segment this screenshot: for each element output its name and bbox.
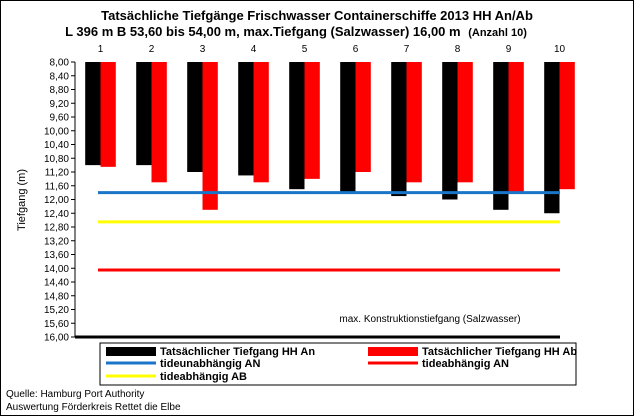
- y-tick-label: 14,40: [44, 278, 69, 289]
- y-tick-label: 12,80: [44, 223, 69, 234]
- y-tick-label: 11,20: [45, 168, 70, 179]
- bar-hh-ab: [508, 62, 524, 193]
- x-tick-label: 1: [98, 44, 104, 55]
- bar-hh-ab: [304, 62, 320, 179]
- bar-hh-ab: [406, 62, 422, 183]
- y-tick-label: 16,00: [44, 333, 69, 344]
- y-tick-label: 12,40: [44, 209, 69, 220]
- chart-subtitle-main: L 396 m B 53,60 bis 54,00 m, max.Tiefgan…: [65, 24, 461, 39]
- x-tick-label: 7: [404, 44, 410, 55]
- bar-hh-an: [544, 62, 560, 214]
- x-tick-label: 9: [506, 44, 512, 55]
- y-tick-label: 8,40: [50, 71, 70, 82]
- bar-hh-an: [85, 62, 101, 166]
- bar-hh-an: [391, 62, 407, 197]
- reference-lines: [75, 191, 560, 339]
- legend-label: Tatsächlicher Tiefgang HH Ab: [422, 346, 577, 358]
- bar-hh-an: [187, 62, 203, 172]
- y-tick-label: 10,00: [44, 126, 69, 137]
- legend-label: tideunabhängig AN: [160, 358, 260, 370]
- bar-hh-an: [442, 62, 458, 200]
- y-tick-label: 10,80: [44, 154, 69, 165]
- y-tick-label: 8,00: [50, 58, 70, 69]
- bar-hh-ab: [457, 62, 473, 183]
- annotation-max-construction-draft: max. Konstruktionstiefgang (Salzwasser): [339, 314, 520, 325]
- legend-swatch: [106, 347, 156, 356]
- bar-hh-ab: [355, 62, 371, 172]
- y-tick-label: 14,00: [44, 264, 69, 275]
- y-tick-label: 9,20: [50, 99, 70, 110]
- legend-label: tideabhängig AB: [160, 371, 247, 383]
- x-tick-label: 8: [455, 44, 461, 55]
- y-tick-label: 15,20: [44, 305, 69, 316]
- bar-hh-an: [493, 62, 509, 210]
- bar-hh-ab: [151, 62, 167, 183]
- legend-box: [99, 342, 577, 386]
- bar-hh-ab: [100, 62, 116, 167]
- y-tick-label: 12,00: [44, 195, 69, 206]
- legend-items: Tatsächlicher Tiefgang HH An Tatsächliche…: [106, 346, 577, 383]
- x-tick-label: 2: [149, 44, 155, 55]
- bar-hh-ab: [253, 62, 269, 183]
- x-tick-label: 10: [554, 44, 566, 55]
- bar-hh-ab: [202, 62, 218, 210]
- legend-swatch: [368, 347, 418, 356]
- bar-hh-ab: [559, 62, 575, 190]
- x-tick-label: 6: [353, 44, 359, 55]
- bar-hh-an: [340, 62, 356, 193]
- y-tick-label: 15,60: [44, 319, 69, 330]
- x-tick-labels: 1 2 3 4 5 6 7 8 9 10: [98, 44, 566, 55]
- chart-title: Tatsächliche Tiefgänge Frischwasser Cont…: [101, 8, 533, 23]
- analysis-note: Auswertung Förderkreis Rettet die Elbe: [6, 402, 181, 413]
- y-axis-label: Tiefgang (m): [16, 169, 28, 231]
- source-note: Quelle: Hamburg Port Authority: [6, 389, 144, 400]
- legend-label: Tatsächlicher Tiefgang HH An: [160, 346, 315, 358]
- y-tick-label: 14,80: [44, 291, 69, 302]
- x-tick-label: 4: [251, 44, 257, 55]
- y-tick-label: 9,60: [50, 113, 70, 124]
- y-tick-label: 10,40: [44, 140, 69, 151]
- x-tick-label: 5: [302, 44, 308, 55]
- legend-label: tideabhängig AN: [422, 358, 509, 370]
- y-tick-label: 8,80: [50, 85, 70, 96]
- chart-subtitle-note: (Anzahl 10): [468, 27, 527, 39]
- chart-subtitle: L 396 m B 53,60 bis 54,00 m, max.Tiefgan…: [65, 24, 527, 39]
- y-tick-labels: 8,00 8,40 8,80 9,20 9,60 10,00 10,40 10,80 11,20…: [44, 58, 75, 344]
- bars: [85, 62, 575, 214]
- bar-hh-an: [238, 62, 254, 176]
- y-tick-label: 13,60: [44, 250, 69, 261]
- bar-hh-an: [289, 62, 305, 190]
- x-tick-label: 3: [200, 44, 206, 55]
- legend: Tatsächlicher Tiefgang HH An Tatsächliche…: [99, 342, 577, 386]
- y-tick-label: 13,20: [44, 236, 69, 247]
- bar-hh-an: [136, 62, 152, 166]
- y-tick-label: 11,60: [45, 181, 70, 192]
